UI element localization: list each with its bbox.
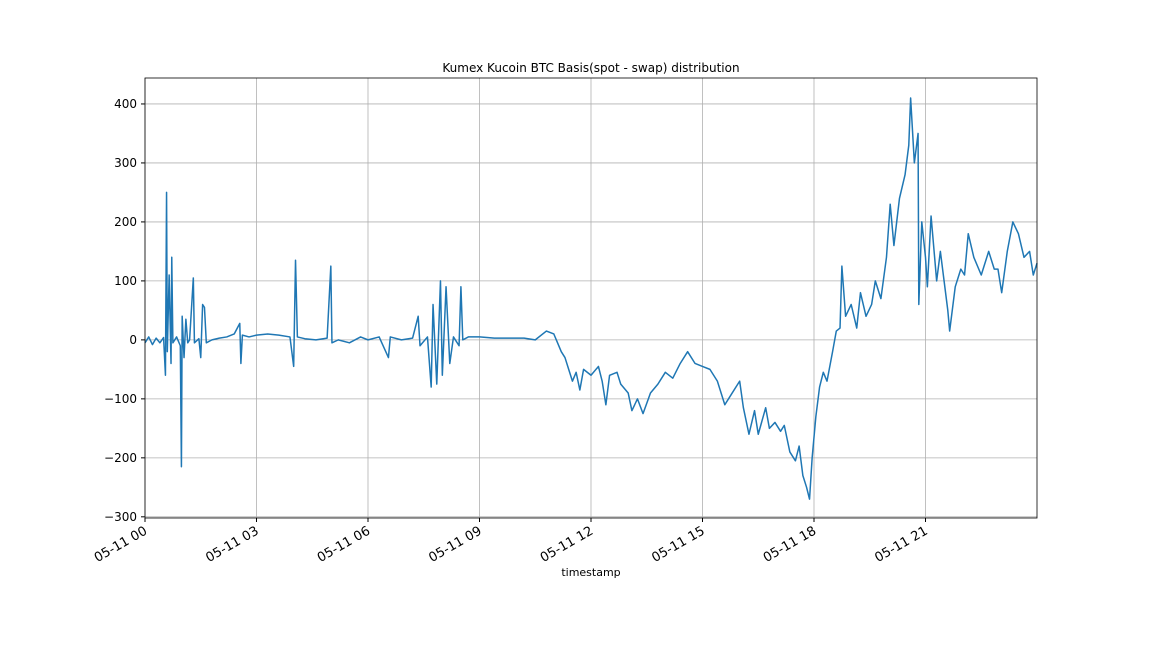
x-tick-label: 05-11 15 — [649, 524, 707, 566]
chart-title: Kumex Kucoin BTC Basis(spot - swap) dist… — [442, 61, 739, 75]
x-tick-label: 05-11 12 — [538, 524, 596, 566]
y-tick-label: −100 — [104, 392, 137, 406]
y-tick-label: 300 — [114, 156, 137, 170]
x-tick-label: 05-11 06 — [315, 524, 373, 566]
y-tick-label: 100 — [114, 274, 137, 288]
x-tick-label: 05-11 18 — [761, 524, 819, 566]
y-tick-label: 200 — [114, 215, 137, 229]
y-tick-label: −200 — [104, 451, 137, 465]
x-tick-label: 05-11 00 — [92, 524, 150, 566]
x-tick-label: 05-11 09 — [426, 524, 484, 566]
y-tick-label: 0 — [129, 333, 137, 347]
y-tick-label: 400 — [114, 97, 137, 111]
x-axis-label: timestamp — [561, 566, 620, 579]
x-tick-label: 05-11 21 — [872, 524, 930, 566]
x-tick-label: 05-11 03 — [203, 524, 261, 566]
data-line — [144, 97, 1038, 500]
plot-frame — [144, 77, 1038, 519]
y-tick-label: −300 — [104, 510, 137, 524]
